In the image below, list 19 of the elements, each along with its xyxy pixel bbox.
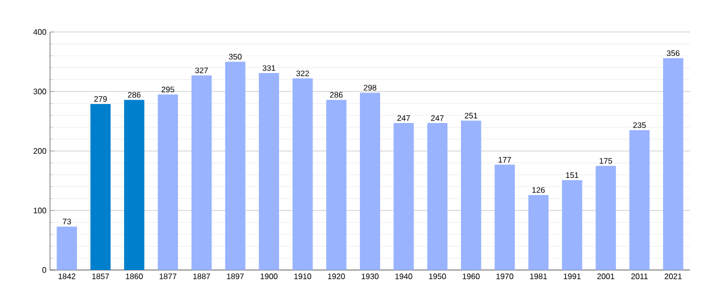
- bar: [460, 120, 482, 270]
- bar: [191, 75, 212, 270]
- bar: [258, 73, 280, 270]
- bar: [124, 100, 144, 270]
- bar: [596, 166, 616, 270]
- bar: [326, 100, 346, 270]
- bar: [225, 62, 246, 270]
- bar: [427, 123, 448, 270]
- bar: [90, 104, 111, 270]
- bar: [562, 180, 582, 270]
- bar: [394, 123, 414, 270]
- bar: [663, 58, 684, 270]
- bar: [494, 164, 515, 270]
- bar: [528, 195, 549, 270]
- bar: [292, 78, 313, 270]
- bar: [56, 226, 77, 270]
- bar: [360, 92, 380, 270]
- bar: [158, 94, 178, 270]
- bar: [629, 130, 650, 270]
